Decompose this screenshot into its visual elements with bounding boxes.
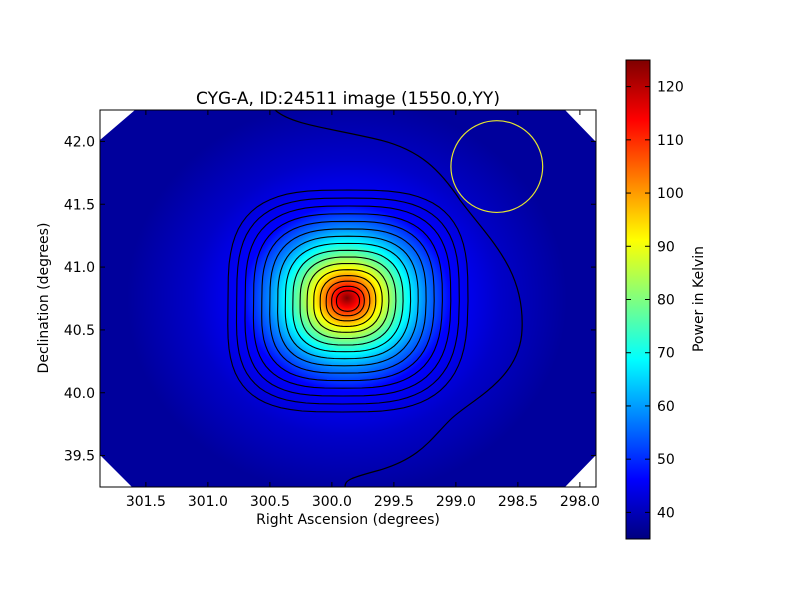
beam-circle bbox=[450, 120, 544, 214]
x-tick-label: 298.5 bbox=[498, 494, 538, 510]
chart-title: CYG-A, ID:24511 image (1550.0,YY) bbox=[196, 89, 500, 109]
colorbar-tick-label: 120 bbox=[657, 80, 684, 96]
contour-line bbox=[335, 290, 361, 312]
blank-corner-top-left bbox=[100, 110, 135, 140]
contour-line bbox=[227, 189, 469, 413]
blank-corner-bottom-right bbox=[565, 455, 596, 487]
colorbar-tick-label: 100 bbox=[657, 186, 684, 202]
x-tick-label: 301.0 bbox=[188, 494, 228, 510]
blank-corner-bottom-left bbox=[100, 455, 132, 487]
contour-line bbox=[299, 256, 397, 346]
contour-line bbox=[306, 262, 390, 340]
contour-line bbox=[244, 205, 452, 397]
contour-line bbox=[319, 275, 377, 327]
x-tick-label: 301.5 bbox=[126, 494, 166, 510]
y-tick-label: 40.0 bbox=[64, 386, 95, 402]
colorbar-tick-label: 60 bbox=[657, 399, 675, 415]
contour-lines bbox=[227, 189, 469, 413]
colorbar-label: Power in Kelvin bbox=[691, 246, 707, 352]
contour-line bbox=[313, 269, 383, 333]
y-axis-ticks: 39.5 40.0 40.5 41.0 41.5 42.0 bbox=[64, 134, 596, 465]
y-tick-label: 41.5 bbox=[64, 197, 95, 213]
outer-contour bbox=[274, 110, 523, 487]
x-axis-ticks: 301.5 301.0 300.5 300.0 299.5 299.0 298.5 298.0 bbox=[126, 110, 600, 510]
heatmap-plot-area bbox=[100, 110, 596, 487]
heatmap-image bbox=[100, 110, 596, 487]
plot-frame bbox=[99, 109, 597, 488]
x-tick-label: 299.5 bbox=[374, 494, 414, 510]
contour-line bbox=[331, 285, 365, 317]
contour-line bbox=[235, 197, 460, 405]
colorbar: 40 50 60 70 80 90 100 110 120 Power in Kelvin bbox=[625, 59, 707, 540]
y-tick-label: 39.5 bbox=[64, 449, 95, 465]
colorbar-ticks: 40 50 60 70 80 90 100 110 120 bbox=[626, 80, 684, 521]
x-tick-label: 298.0 bbox=[560, 494, 600, 510]
contour-line bbox=[292, 249, 404, 353]
contour-line bbox=[261, 220, 435, 382]
y-tick-label: 41.0 bbox=[64, 260, 95, 276]
contour-line bbox=[252, 213, 443, 389]
x-tick-label: 299.0 bbox=[436, 494, 476, 510]
contour-line bbox=[284, 242, 412, 360]
colorbar-tick-label: 70 bbox=[657, 346, 675, 362]
contour-line bbox=[277, 235, 419, 367]
colorbar-tick-label: 40 bbox=[657, 505, 675, 521]
x-tick-label: 300.5 bbox=[250, 494, 290, 510]
contour-line bbox=[269, 228, 427, 374]
colorbar-tick-label: 90 bbox=[657, 239, 675, 255]
contour-line bbox=[325, 280, 371, 322]
y-tick-label: 42.0 bbox=[64, 134, 95, 150]
blank-corner-top-right bbox=[565, 110, 596, 142]
x-tick-label: 300.0 bbox=[312, 494, 352, 510]
colorbar-tick-label: 80 bbox=[657, 293, 675, 309]
x-axis-label: Right Ascension (degrees) bbox=[256, 512, 440, 528]
colorbar-tick-label: 110 bbox=[657, 133, 684, 149]
y-tick-label: 40.5 bbox=[64, 323, 95, 339]
y-axis-label: Declination (degrees) bbox=[36, 223, 52, 374]
colorbar-tick-label: 50 bbox=[657, 452, 675, 468]
